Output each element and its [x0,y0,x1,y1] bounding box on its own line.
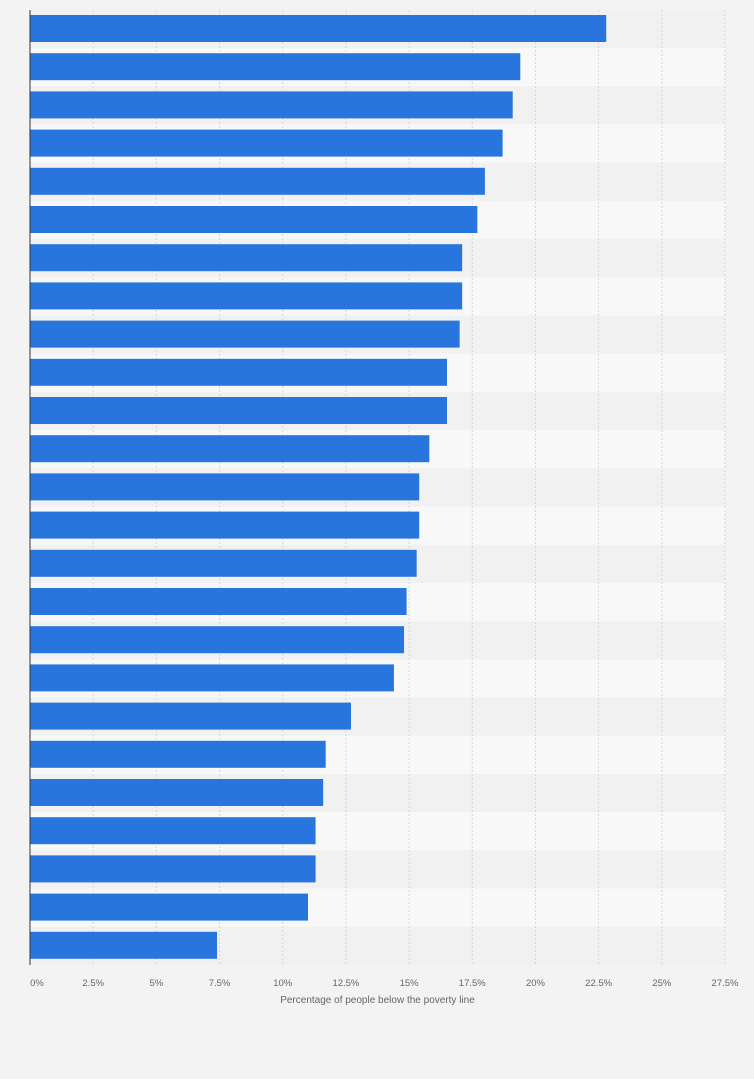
x-tick-label: 27.5% [712,978,739,989]
bar [30,893,308,921]
bar [30,91,513,119]
x-axis-title: Percentage of people below the poverty l… [280,995,475,1006]
x-tick-label: 5% [149,978,163,989]
bar [30,779,324,806]
bar [30,549,417,577]
x-tick-label: 10% [273,978,293,989]
bar [30,664,394,692]
bar [30,358,447,386]
bars [30,15,607,959]
bar [30,588,407,615]
bar [30,626,405,654]
x-tick-label: 7.5% [209,978,231,989]
bar [30,855,316,883]
x-tick-label: 2.5% [82,978,104,989]
bar [30,473,420,501]
bar [30,15,607,42]
x-tick-label: 25% [652,978,672,989]
x-tick-label: 15% [400,978,420,989]
bar [30,244,463,272]
bar [30,53,521,81]
bar [30,702,351,730]
x-tick-label: 20% [526,978,546,989]
bar [30,931,218,959]
bar [30,511,420,539]
bar [30,282,463,310]
x-tick-labels: 0% 2.5% 5% 7.5% 10% 12.5% 15% 17.5% 20% 22.5% 25% 2… [30,978,739,989]
x-tick-label: 17.5% [459,978,486,989]
bar [30,206,478,233]
bar [30,435,430,463]
bar [30,167,485,195]
x-tick-label: 12.5% [332,978,359,989]
x-tick-label: 22.5% [585,978,612,989]
bar [30,740,326,768]
bar [30,129,503,157]
x-tick-label: 0% [30,978,44,989]
bar [30,817,316,845]
bar [30,397,447,424]
bar [30,320,460,348]
